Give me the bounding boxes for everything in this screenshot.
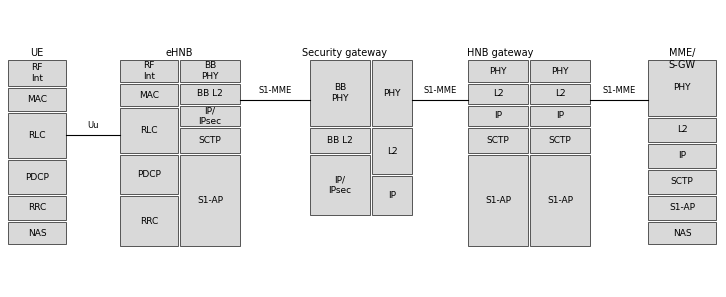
Text: Security gateway: Security gateway — [303, 48, 388, 58]
Text: IP/
IPsec: IP/ IPsec — [198, 106, 221, 126]
Bar — [8, 88, 66, 111]
Text: IP: IP — [388, 191, 396, 200]
Text: PHY: PHY — [673, 83, 690, 92]
Text: L2: L2 — [493, 89, 503, 99]
Bar — [372, 60, 412, 126]
Bar — [120, 60, 178, 82]
Bar — [648, 60, 716, 116]
Bar — [530, 128, 590, 153]
Text: MAC: MAC — [27, 95, 47, 104]
Text: PDCP: PDCP — [137, 170, 161, 179]
Text: S1-MME: S1-MME — [258, 86, 292, 95]
Bar — [468, 128, 528, 153]
Bar — [468, 84, 528, 104]
Bar — [530, 84, 590, 104]
Text: BB
PHY: BB PHY — [331, 83, 348, 103]
Text: S1-AP: S1-AP — [197, 196, 223, 205]
Bar — [180, 155, 240, 246]
Bar — [648, 170, 716, 194]
Text: BB L2: BB L2 — [327, 136, 353, 145]
Text: S1-AP: S1-AP — [669, 203, 695, 212]
Bar — [530, 60, 590, 82]
Bar — [120, 196, 178, 246]
Text: S1-MME: S1-MME — [423, 86, 457, 95]
Text: BB L2: BB L2 — [197, 89, 223, 99]
Text: IP: IP — [678, 151, 686, 160]
Bar — [468, 106, 528, 126]
Text: HNB gateway: HNB gateway — [467, 48, 533, 58]
Bar — [120, 108, 178, 153]
Bar — [8, 196, 66, 220]
Bar — [648, 222, 716, 244]
Text: eHNB: eHNB — [166, 48, 192, 58]
Text: SCTP: SCTP — [671, 178, 693, 187]
Bar — [120, 84, 178, 106]
Bar — [310, 60, 370, 126]
Text: RF
Int: RF Int — [31, 63, 43, 83]
Text: L2: L2 — [677, 126, 688, 135]
Bar — [120, 155, 178, 194]
Text: PDCP: PDCP — [25, 173, 49, 181]
Text: PHY: PHY — [551, 67, 568, 75]
Text: BB
PHY: BB PHY — [201, 61, 219, 81]
Bar — [8, 60, 66, 86]
Text: RLC: RLC — [28, 131, 46, 140]
Bar — [648, 118, 716, 142]
Text: SCTP: SCTP — [486, 136, 510, 145]
Text: IP: IP — [556, 111, 564, 121]
Text: S1-MME: S1-MME — [603, 86, 636, 95]
Text: Uu: Uu — [87, 121, 99, 130]
Text: L2: L2 — [555, 89, 566, 99]
Text: SCTP: SCTP — [199, 136, 221, 145]
Text: RRC: RRC — [140, 217, 158, 225]
Text: NAS: NAS — [28, 228, 46, 238]
Bar — [8, 160, 66, 194]
Text: RLC: RLC — [140, 126, 158, 135]
Bar — [310, 128, 370, 153]
Bar — [8, 113, 66, 158]
Bar — [468, 60, 528, 82]
Text: MAC: MAC — [139, 91, 159, 99]
Bar — [8, 222, 66, 244]
Text: S1-AP: S1-AP — [547, 196, 573, 205]
Bar — [530, 155, 590, 246]
Text: L2: L2 — [387, 146, 397, 156]
Text: MME/
S-GW: MME/ S-GW — [669, 48, 696, 69]
Text: IP: IP — [494, 111, 502, 121]
Text: SCTP: SCTP — [549, 136, 571, 145]
Bar — [310, 155, 370, 215]
Bar — [372, 128, 412, 174]
Bar — [648, 196, 716, 220]
Text: UE: UE — [30, 48, 44, 58]
Text: NAS: NAS — [673, 228, 691, 238]
Text: S1-AP: S1-AP — [485, 196, 511, 205]
Bar — [648, 144, 716, 168]
Bar — [180, 128, 240, 153]
Text: RRC: RRC — [28, 203, 46, 212]
Bar — [530, 106, 590, 126]
Text: RF
Int: RF Int — [143, 61, 155, 81]
Bar — [372, 176, 412, 215]
Text: PHY: PHY — [383, 89, 401, 97]
Bar — [468, 155, 528, 246]
Text: PHY: PHY — [489, 67, 507, 75]
Bar — [180, 84, 240, 104]
Bar — [180, 60, 240, 82]
Bar — [180, 106, 240, 126]
Text: IP/
IPsec: IP/ IPsec — [328, 175, 351, 195]
